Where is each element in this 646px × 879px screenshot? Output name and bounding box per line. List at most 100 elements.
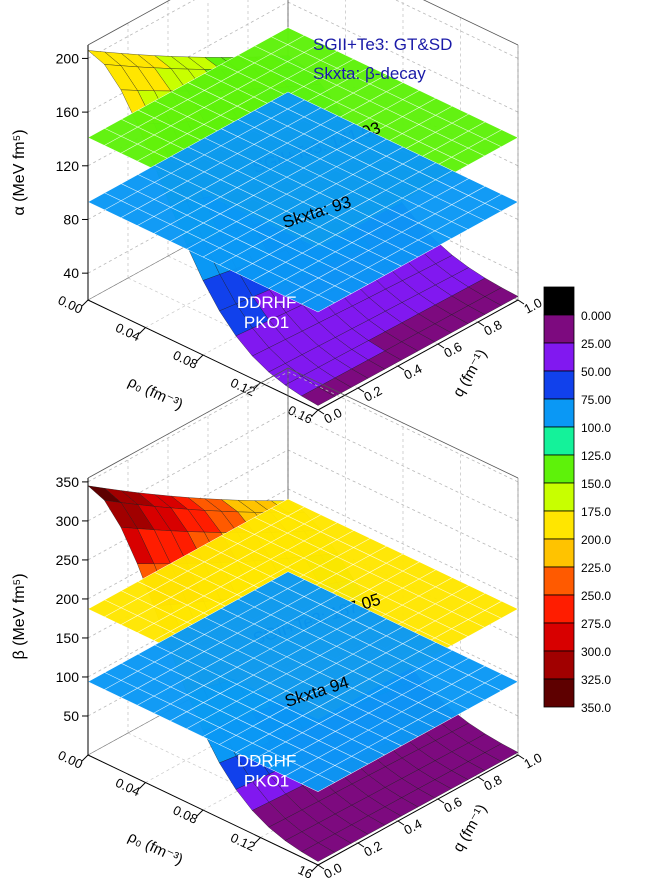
z-tick-label: 200 [56,591,80,607]
surface-label: PKO1 [244,772,289,791]
plane-grid-line [204,617,435,728]
colorbar-label: 200.0 [581,533,611,547]
plane-grid-line [187,626,419,737]
y-tick-label: 0.2 [361,838,384,860]
y-tick-label: 0.4 [401,361,424,383]
plane-grid-line [171,155,402,267]
plane-grid-line [137,174,369,285]
x-tick-mark [311,864,319,872]
colorbar-label: 125.0 [581,449,611,463]
z-axis: 40 80 120 160 200 α (MeV fm⁵) [11,45,89,300]
y-tick-mark [397,365,405,371]
y-tick-label: 0.8 [481,317,504,339]
y-tick-mark [357,842,365,848]
plane-grid-line [204,137,435,249]
plane-grid-line [254,110,485,221]
x-tick-mark [139,327,146,334]
z-axis-title: α (MeV fm⁵) [11,129,28,215]
x-tick-label: 16 [296,862,315,879]
colorbar-swatch [543,594,575,624]
y-tick-mark [437,343,445,349]
surface-label: DDRHF [237,752,297,771]
plane-grid-line [254,517,485,628]
z-axis-title: β (MeV fm⁵) [11,573,28,659]
plane-grid-line [187,146,419,258]
colorbar-label: 325.0 [581,673,611,687]
y-tick-mark [517,299,525,305]
colorbar-label: 275.0 [581,617,611,631]
z-tick-label: 150 [56,630,80,646]
y-axis-line [317,754,519,866]
surface-label: PKO1 [244,313,289,332]
colorbar-swatch [543,454,575,484]
plane-grid-line [271,580,502,692]
x-tick-mark [311,409,319,417]
colorbar-label: 100.0 [581,421,611,435]
z-tick-label: 200 [56,50,80,66]
colorbar-swatch [543,622,575,652]
y-tick-mark [477,321,485,327]
plane-grid-line [254,45,485,157]
plane-grid-line [104,192,335,304]
x-axis-title: ρ₀ (fm⁻³) [125,828,185,868]
x-tick-mark [196,809,204,817]
colorbar-label: 300.0 [581,645,611,659]
plane-grid-line [221,535,452,646]
colorbar-swatch [543,650,575,680]
y-tick-label: 0.6 [441,339,464,361]
plane-grid-line [154,644,385,756]
colorbar-label: 150.0 [581,477,611,491]
plane-grid-line [154,165,385,276]
colorbar-swatch [543,370,575,400]
y-tick-mark [357,387,365,393]
colorbar-swatch [543,398,575,428]
annotation-text: Skxta: β-decay [313,64,426,83]
y-tick-label: 1.0 [521,750,544,772]
y-tick-mark [397,820,405,826]
plane-grid-line [104,672,335,783]
y-tick-mark [317,409,325,415]
colorbar-label: 25.00 [581,337,611,351]
colorbar-label: 75.00 [581,393,611,407]
y-tick-label: 0.0 [321,405,344,427]
z-tick-label: 40 [63,265,79,281]
y-tick-mark [517,754,525,760]
colorbar-label: 350.0 [581,701,611,715]
z-tick-label: 50 [63,708,79,724]
colorbar-swatch [543,566,575,596]
plane-grid-line [237,598,469,710]
z-tick-label: 100 [56,669,80,685]
colorbar-label: 250.0 [581,589,611,603]
plane-grid-line [171,635,402,747]
z-tick-label: 120 [56,158,80,174]
plane-grid-line [254,589,485,701]
y-tick-label: 0.4 [401,816,424,838]
surface-patch [301,386,336,406]
y-tick-mark [437,798,445,804]
x-axis-title: ρ₀ (fm⁻³) [125,373,185,413]
surface-patch [301,842,336,862]
colorbar-label: 225.0 [581,561,611,575]
plane-grid-line [237,54,469,166]
x-tick-mark [139,782,146,789]
plane-grid-line [221,608,452,719]
beta-panel: SGII+Te3: 187.05Skxta 94DDRHFPKO15010015… [11,367,544,879]
z-tick-label: 160 [56,104,80,120]
colorbar-label: 50.00 [581,365,611,379]
x-tick-mark [196,354,204,362]
z-tick-label: 250 [56,552,80,568]
plane-grid-line [237,119,469,230]
x-tick-label: 0.00 [56,292,85,316]
x-tick-mark [254,837,261,844]
y-tick-label: 1.0 [521,295,544,317]
grid-line-z [87,0,519,59]
colorbar: 0.000 25.00 50.00 75.00 100.0 125.0 150.0 175.0… [543,286,611,715]
colorbar-swatch [543,314,575,344]
z-tick-label: 80 [63,211,79,227]
y-tick-mark [477,776,485,782]
plane-grid-line [121,663,352,774]
colorbar-swatch [543,678,575,708]
y-tick-label: 0.0 [321,860,344,879]
plane-grid-line [237,526,469,637]
plane-grid-line [271,36,502,148]
